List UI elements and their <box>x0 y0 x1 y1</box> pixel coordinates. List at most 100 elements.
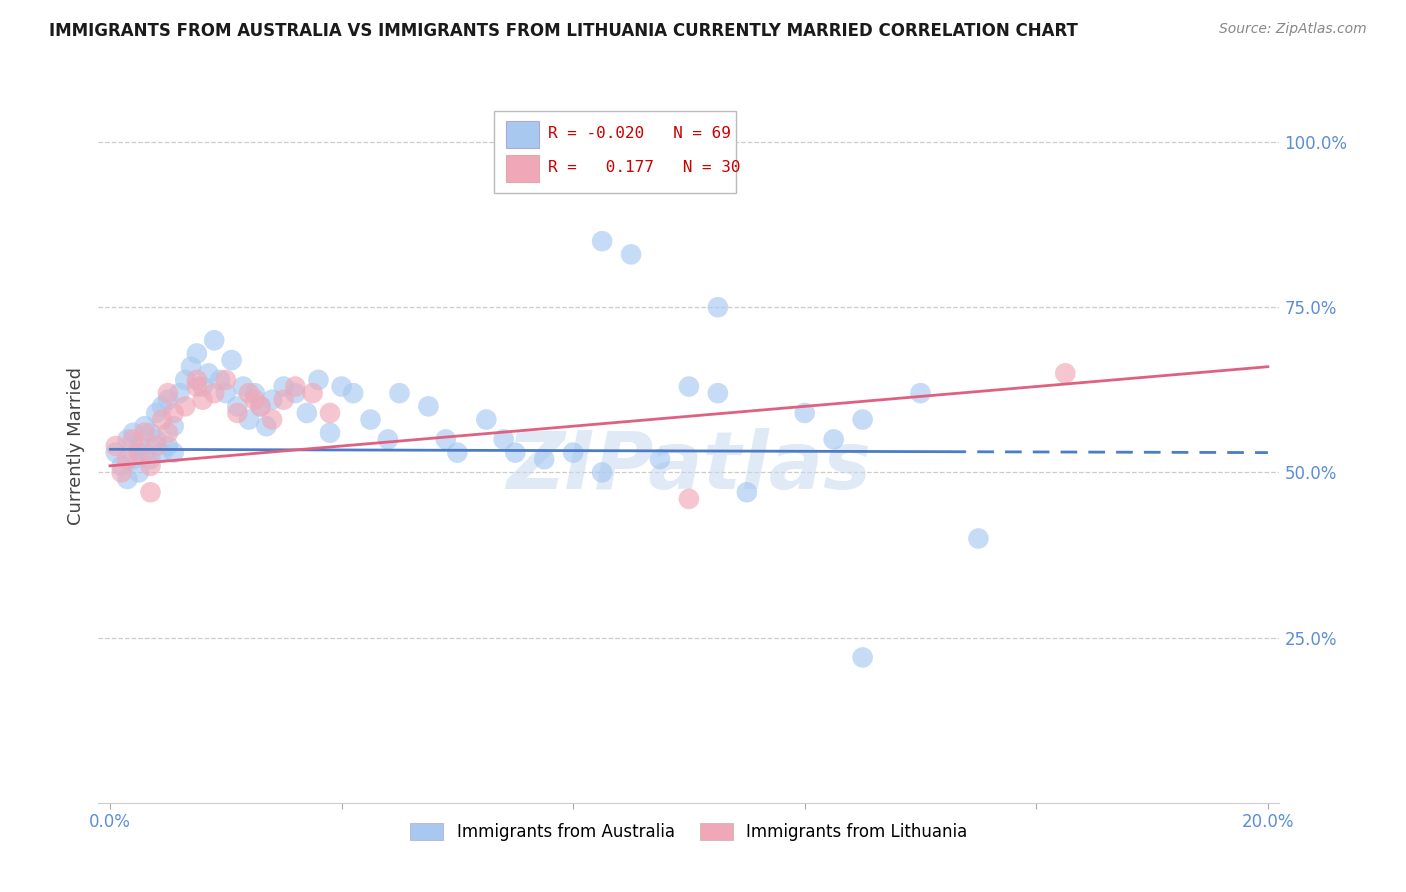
Point <box>128 439 150 453</box>
Point <box>678 491 700 506</box>
Point <box>377 433 399 447</box>
Point <box>169 386 191 401</box>
Point <box>156 425 179 440</box>
Point <box>150 445 173 459</box>
Point <box>418 400 440 414</box>
FancyBboxPatch shape <box>494 111 737 193</box>
Point <box>591 234 613 248</box>
Point <box>139 452 162 467</box>
Legend: Immigrants from Australia, Immigrants from Lithuania: Immigrants from Australia, Immigrants fr… <box>404 816 974 848</box>
Point <box>122 425 145 440</box>
Point <box>110 458 132 473</box>
Point <box>434 433 457 447</box>
Point <box>238 412 260 426</box>
Point <box>128 445 150 459</box>
Point <box>910 386 932 401</box>
Point <box>186 346 208 360</box>
Point <box>163 445 186 459</box>
Text: Source: ZipAtlas.com: Source: ZipAtlas.com <box>1219 22 1367 37</box>
Point <box>648 452 671 467</box>
Point <box>319 406 342 420</box>
Point <box>492 433 515 447</box>
Point <box>197 367 219 381</box>
Point <box>852 412 875 426</box>
Point <box>319 425 342 440</box>
Point <box>117 452 139 467</box>
Point <box>301 386 323 401</box>
Point <box>226 406 249 420</box>
Point <box>446 445 468 459</box>
Point <box>163 419 186 434</box>
Point <box>134 419 156 434</box>
Point <box>134 425 156 440</box>
Point <box>249 400 271 414</box>
Point <box>215 386 238 401</box>
Point <box>707 386 730 401</box>
Point <box>249 400 271 414</box>
Point <box>342 386 364 401</box>
Point <box>174 400 197 414</box>
Point <box>330 379 353 393</box>
Point <box>145 439 167 453</box>
Point <box>273 379 295 393</box>
Point <box>104 439 127 453</box>
Y-axis label: Currently Married: Currently Married <box>66 367 84 525</box>
Point <box>533 452 555 467</box>
Point <box>284 379 307 393</box>
Point <box>273 392 295 407</box>
Point <box>1054 367 1077 381</box>
Point <box>360 412 382 426</box>
Point <box>110 466 132 480</box>
Point <box>139 485 162 500</box>
Point <box>678 379 700 393</box>
Point <box>150 400 173 414</box>
Point <box>202 333 225 347</box>
Point <box>707 300 730 314</box>
Point <box>145 406 167 420</box>
Text: IMMIGRANTS FROM AUSTRALIA VS IMMIGRANTS FROM LITHUANIA CURRENTLY MARRIED CORRELA: IMMIGRANTS FROM AUSTRALIA VS IMMIGRANTS … <box>49 22 1078 40</box>
Point <box>307 373 329 387</box>
FancyBboxPatch shape <box>506 155 538 182</box>
Point <box>243 386 266 401</box>
Point <box>122 452 145 467</box>
Point <box>139 458 162 473</box>
Point <box>503 445 526 459</box>
Point <box>156 439 179 453</box>
Point <box>823 433 845 447</box>
Point <box>226 400 249 414</box>
Point <box>852 650 875 665</box>
FancyBboxPatch shape <box>506 120 538 148</box>
Point <box>221 353 243 368</box>
Text: R = -0.020   N = 69: R = -0.020 N = 69 <box>548 126 731 141</box>
Point <box>620 247 643 261</box>
Point <box>475 412 498 426</box>
Point <box>134 445 156 459</box>
Point <box>295 406 318 420</box>
Point <box>128 466 150 480</box>
Point <box>191 379 214 393</box>
Point <box>202 386 225 401</box>
Point <box>117 433 139 447</box>
Point <box>145 433 167 447</box>
Point <box>284 386 307 401</box>
Point <box>122 433 145 447</box>
Point <box>163 406 186 420</box>
Point <box>793 406 815 420</box>
Point <box>156 386 179 401</box>
Point <box>117 472 139 486</box>
Point <box>186 373 208 387</box>
Point <box>238 386 260 401</box>
Point <box>967 532 990 546</box>
Text: ZIPatlas: ZIPatlas <box>506 428 872 507</box>
Point <box>150 412 173 426</box>
Point <box>243 392 266 407</box>
Point <box>208 373 231 387</box>
Point <box>562 445 585 459</box>
Point <box>104 445 127 459</box>
Text: R =   0.177   N = 30: R = 0.177 N = 30 <box>548 161 741 175</box>
Point <box>232 379 254 393</box>
Point <box>215 373 238 387</box>
Point <box>591 466 613 480</box>
Point <box>174 373 197 387</box>
Point <box>388 386 411 401</box>
